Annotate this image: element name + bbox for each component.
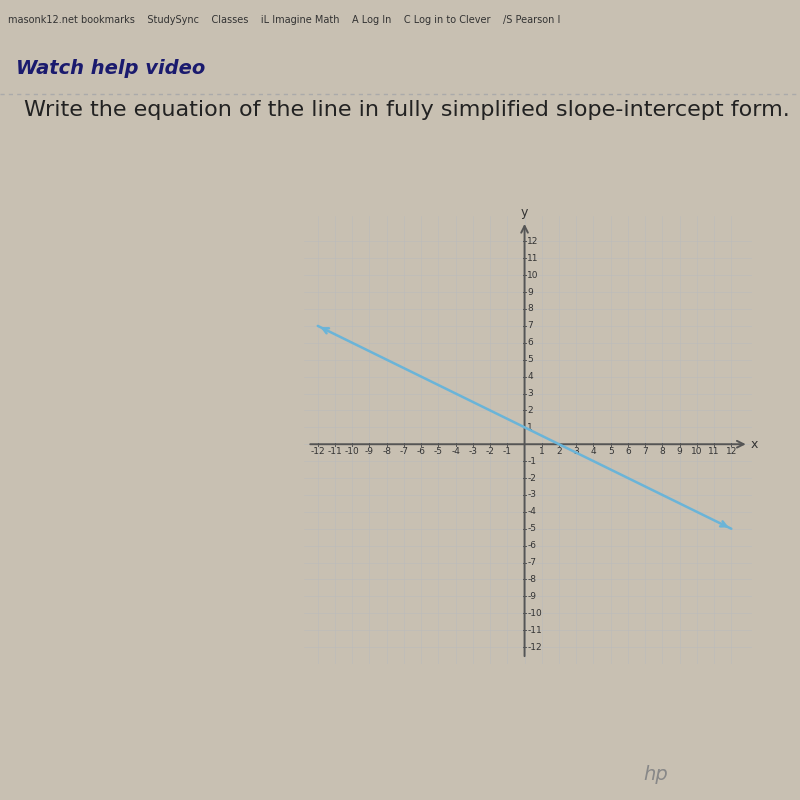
Text: -2: -2 xyxy=(527,474,536,482)
Text: -4: -4 xyxy=(451,446,460,456)
Text: -5: -5 xyxy=(527,524,536,534)
Text: -3: -3 xyxy=(527,490,536,499)
Text: -6: -6 xyxy=(417,446,426,456)
Text: 8: 8 xyxy=(659,446,666,456)
Text: masonk12.net bookmarks    StudySync    Classes    iL Imagine Math    A Log In   : masonk12.net bookmarks StudySync Classes… xyxy=(8,14,560,25)
Text: -7: -7 xyxy=(527,558,536,567)
Text: 7: 7 xyxy=(527,322,533,330)
Text: 4: 4 xyxy=(527,372,533,381)
Text: 12: 12 xyxy=(527,237,538,246)
Text: -6: -6 xyxy=(527,541,536,550)
Text: 4: 4 xyxy=(590,446,596,456)
Text: -9: -9 xyxy=(365,446,374,456)
Text: x: x xyxy=(750,438,758,450)
Text: -7: -7 xyxy=(399,446,409,456)
Text: -4: -4 xyxy=(527,507,536,516)
Text: 11: 11 xyxy=(708,446,720,456)
Text: -8: -8 xyxy=(382,446,391,456)
Text: -3: -3 xyxy=(468,446,478,456)
Text: Write the equation of the line in fully simplified slope-intercept form.: Write the equation of the line in fully … xyxy=(24,100,790,120)
Text: 11: 11 xyxy=(527,254,538,262)
Text: -8: -8 xyxy=(527,575,536,584)
Text: hp: hp xyxy=(644,766,668,784)
Text: 9: 9 xyxy=(527,287,533,297)
Text: -12: -12 xyxy=(310,446,325,456)
Text: 6: 6 xyxy=(625,446,631,456)
Text: -1: -1 xyxy=(503,446,512,456)
Text: y: y xyxy=(521,206,528,218)
Text: 5: 5 xyxy=(527,355,533,364)
Text: Watch help video: Watch help video xyxy=(16,58,206,78)
Text: -9: -9 xyxy=(527,592,536,601)
Text: 9: 9 xyxy=(677,446,682,456)
Text: -1: -1 xyxy=(527,457,536,466)
Text: 7: 7 xyxy=(642,446,648,456)
Text: 10: 10 xyxy=(527,270,538,280)
Text: 5: 5 xyxy=(608,446,614,456)
Text: -10: -10 xyxy=(345,446,360,456)
Text: 1: 1 xyxy=(539,446,545,456)
Text: 12: 12 xyxy=(726,446,737,456)
Text: -11: -11 xyxy=(328,446,342,456)
Text: 6: 6 xyxy=(527,338,533,347)
Text: -5: -5 xyxy=(434,446,443,456)
Text: 3: 3 xyxy=(574,446,579,456)
Text: 8: 8 xyxy=(527,305,533,314)
Text: -2: -2 xyxy=(486,446,494,456)
Text: 1: 1 xyxy=(527,423,533,432)
Text: 3: 3 xyxy=(527,389,533,398)
Text: 2: 2 xyxy=(527,406,533,415)
Text: -12: -12 xyxy=(527,642,542,651)
Text: -10: -10 xyxy=(527,609,542,618)
Text: -11: -11 xyxy=(527,626,542,634)
Text: 10: 10 xyxy=(691,446,702,456)
Text: 2: 2 xyxy=(556,446,562,456)
